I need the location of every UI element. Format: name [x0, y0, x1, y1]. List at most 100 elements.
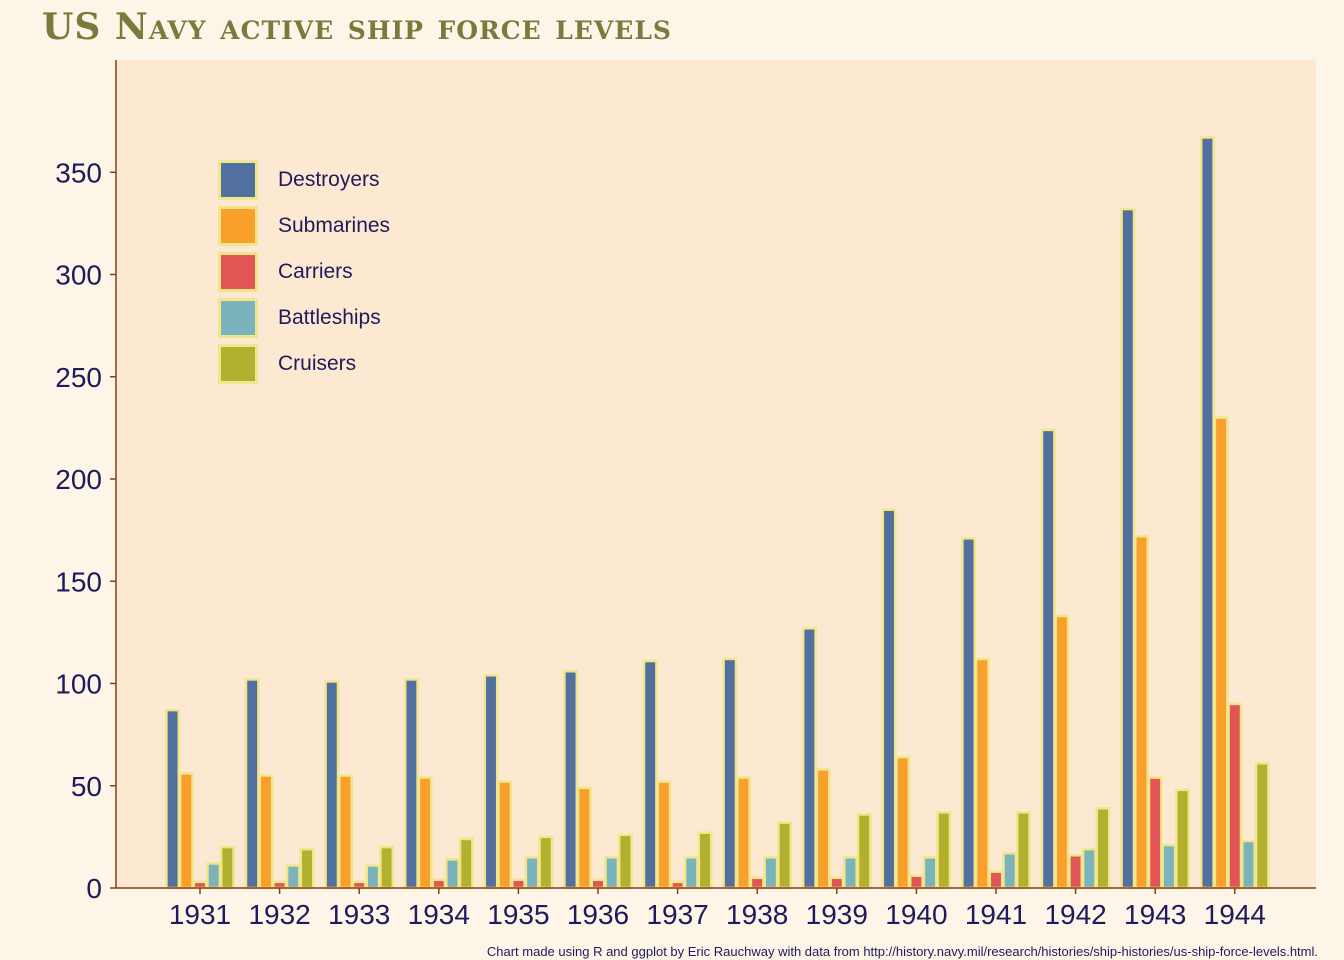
bar-destroyers-1939 [801, 627, 817, 890]
legend-label-cruisers: Cruisers [278, 352, 357, 375]
legend-key-destroyers [218, 160, 258, 200]
x-tick-label-1940: 1940 [885, 899, 947, 930]
bar-submarines-1941 [974, 657, 990, 890]
bar-carriers-1943 [1147, 776, 1163, 890]
bar-destroyers-1943 [1120, 207, 1136, 890]
bar-destroyers-1937 [642, 659, 658, 890]
bar-battleships-1931 [206, 862, 222, 890]
bar-battleships-1940 [922, 856, 938, 890]
bar-battleships-1942 [1081, 847, 1097, 890]
y-tick-label-350: 350 [55, 157, 102, 188]
bar-destroyers-1936 [563, 669, 579, 890]
legend-key-battleships [218, 298, 258, 338]
legend-key-carriers [218, 252, 258, 292]
x-tick-label-1933: 1933 [328, 899, 390, 930]
bar-cruisers-1940 [936, 811, 952, 890]
y-tick-label-300: 300 [55, 260, 102, 291]
bar-cruisers-1942 [1095, 806, 1111, 890]
legend-label-destroyers: Destroyers [278, 168, 380, 191]
bar-carriers-1931 [192, 880, 208, 890]
bar-submarines-1931 [178, 772, 194, 890]
x-tick-label-1931: 1931 [169, 899, 231, 930]
y-tick-label-250: 250 [55, 362, 102, 393]
bar-submarines-1933 [338, 774, 353, 890]
bar-submarines-1940 [895, 755, 911, 890]
bar-cruisers-1937 [697, 831, 713, 890]
bar-battleships-1932 [285, 864, 301, 890]
chart-caption: Chart made using R and ggplot by Eric Ra… [486, 944, 1318, 959]
bar-submarines-1939 [815, 768, 831, 890]
bar-carriers-1934 [431, 878, 447, 890]
bar-cruisers-1936 [617, 833, 633, 890]
bar-destroyers-1933 [324, 680, 340, 890]
bar-carriers-1944 [1227, 702, 1243, 890]
bar-cruisers-1943 [1175, 788, 1191, 890]
bar-submarines-1935 [497, 780, 513, 890]
x-tick-label-1935: 1935 [487, 899, 549, 930]
bar-submarines-1936 [576, 786, 592, 890]
chart-title: US Navy active ship force levels [42, 6, 672, 48]
bar-carriers-1935 [510, 878, 526, 890]
plot-panel [116, 60, 1316, 888]
x-tick-label-1942: 1942 [1044, 899, 1106, 930]
bar-battleships-1936 [604, 856, 620, 890]
legend-label-battleships: Battleships [278, 306, 381, 329]
bar-carriers-1940 [908, 874, 924, 890]
legend-item-battleships: Battleships [218, 295, 390, 341]
bar-carriers-1938 [749, 876, 765, 890]
bar-destroyers-1938 [722, 657, 738, 890]
legend-item-carriers: Carriers [218, 249, 390, 295]
x-axis-ticks: 1931 1932 1933 1934 1935 1936 1937 1938 1939 1940… [169, 888, 1266, 930]
bar-submarines-1937 [656, 780, 672, 890]
x-tick-label-1932: 1932 [248, 899, 310, 930]
bar-carriers-1941 [988, 870, 1004, 890]
x-tick-label-1938: 1938 [726, 899, 788, 930]
y-tick-label-150: 150 [55, 566, 102, 597]
legend-label-carriers: Carriers [278, 260, 353, 283]
bar-destroyers-1931 [165, 708, 181, 890]
bar-cruisers-1934 [458, 837, 474, 890]
y-tick-label-50: 50 [71, 771, 102, 802]
legend-key-cruisers [218, 344, 258, 384]
legend-item-cruisers: Cruisers [218, 341, 390, 387]
bar-battleships-1941 [1002, 851, 1018, 890]
bar-battleships-1944 [1241, 839, 1256, 890]
bar-submarines-1932 [258, 774, 274, 890]
x-tick-label-1943: 1943 [1124, 899, 1186, 930]
bar-cruisers-1933 [379, 845, 395, 890]
bar-cruisers-1932 [299, 847, 315, 890]
x-tick-label-1944: 1944 [1204, 899, 1266, 930]
x-tick-label-1936: 1936 [567, 899, 629, 930]
bar-carriers-1942 [1068, 854, 1084, 890]
bar-destroyers-1940 [881, 508, 897, 890]
bar-submarines-1943 [1134, 535, 1149, 890]
bar-submarines-1934 [417, 776, 433, 890]
bar-carriers-1939 [829, 876, 845, 890]
bar-destroyers-1932 [244, 678, 260, 890]
bar-destroyers-1935 [483, 674, 499, 890]
bar-cruisers-1941 [1015, 811, 1031, 890]
y-tick-label-100: 100 [55, 669, 102, 700]
x-tick-label-1937: 1937 [646, 899, 708, 930]
bar-cruisers-1931 [219, 845, 235, 890]
x-tick-label-1939: 1939 [806, 899, 868, 930]
bar-battleships-1935 [524, 856, 540, 890]
bar-carriers-1936 [590, 878, 606, 890]
bar-battleships-1933 [365, 864, 381, 890]
y-axis-ticks: 0 50 100 150 200 250 300 350 [55, 157, 116, 904]
legend: Destroyers Submarines Carriers Battleshi… [218, 157, 390, 387]
y-tick-label-0: 0 [86, 873, 102, 904]
bar-destroyers-1944 [1199, 136, 1215, 890]
legend-item-destroyers: Destroyers [218, 157, 390, 203]
bar-cruisers-1938 [777, 821, 793, 890]
bar-battleships-1943 [1161, 843, 1177, 890]
legend-item-submarines: Submarines [218, 203, 390, 249]
bar-cruisers-1944 [1254, 762, 1270, 890]
y-tick-label-200: 200 [55, 464, 102, 495]
x-tick-label-1941: 1941 [965, 899, 1027, 930]
bar-cruisers-1939 [856, 813, 872, 890]
bar-destroyers-1941 [961, 537, 977, 890]
bar-battleships-1934 [445, 858, 460, 890]
bar-submarines-1938 [736, 776, 751, 890]
